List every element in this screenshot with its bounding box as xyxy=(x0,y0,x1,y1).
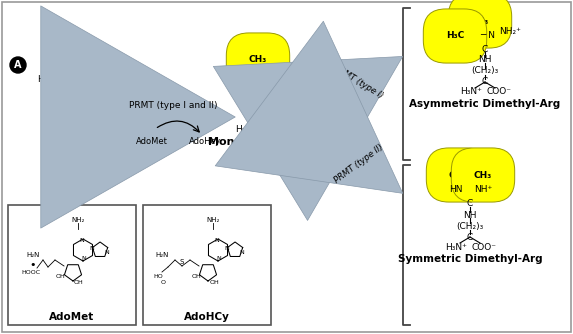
Text: NH: NH xyxy=(61,98,74,107)
Text: CH₃: CH₃ xyxy=(249,55,267,64)
Text: (CH₂)₃: (CH₂)₃ xyxy=(246,105,274,114)
Text: OH: OH xyxy=(56,275,66,280)
Text: OH: OH xyxy=(74,280,84,285)
Text: S: S xyxy=(180,259,184,265)
Text: H₃N⁺: H₃N⁺ xyxy=(235,126,257,135)
Text: C: C xyxy=(467,232,473,241)
Text: C: C xyxy=(482,77,488,87)
Text: C: C xyxy=(65,120,71,129)
Text: NH: NH xyxy=(478,55,492,64)
Text: AdoMet: AdoMet xyxy=(136,137,168,146)
Text: COO⁻: COO⁻ xyxy=(472,242,496,252)
Text: NH: NH xyxy=(463,210,477,219)
Text: H₃N⁺: H₃N⁺ xyxy=(445,242,467,252)
Text: CH₃: CH₃ xyxy=(449,170,467,179)
Text: OH: OH xyxy=(209,280,219,285)
Text: COO⁻: COO⁻ xyxy=(261,126,286,135)
Bar xyxy=(8,205,136,325)
Text: HN: HN xyxy=(241,68,255,77)
Text: OH: OH xyxy=(191,275,201,280)
Text: CH₃: CH₃ xyxy=(474,170,492,179)
Text: •: • xyxy=(30,260,36,270)
Text: Monomethyl-Arg: Monomethyl-Arg xyxy=(208,137,312,147)
Text: C: C xyxy=(257,82,263,92)
Text: Symmetric Dimethyl-Arg: Symmetric Dimethyl-Arg xyxy=(398,254,542,264)
Circle shape xyxy=(10,57,26,73)
Bar xyxy=(143,205,271,325)
Text: Asymmetric Dimethyl-Arg: Asymmetric Dimethyl-Arg xyxy=(409,99,560,109)
Text: AdoHcy: AdoHcy xyxy=(189,137,221,146)
Text: C: C xyxy=(257,116,263,125)
Text: AdoMet: AdoMet xyxy=(49,312,95,322)
Text: (CH₂)₃: (CH₂)₃ xyxy=(456,221,484,230)
Text: ─ N: ─ N xyxy=(480,31,495,40)
Text: CH₃: CH₃ xyxy=(471,16,489,25)
Text: H₃N⁺: H₃N⁺ xyxy=(460,88,482,97)
Text: PRMT (type II): PRMT (type II) xyxy=(332,142,384,185)
Text: N: N xyxy=(105,249,109,255)
Text: C: C xyxy=(467,199,473,208)
Text: NH₂⁺: NH₂⁺ xyxy=(82,74,104,84)
Text: N: N xyxy=(225,245,229,250)
Text: NH₂⁺: NH₂⁺ xyxy=(499,27,521,36)
Text: H₂N: H₂N xyxy=(37,75,54,85)
Text: H₃N⁺: H₃N⁺ xyxy=(43,130,65,139)
Text: C: C xyxy=(65,87,71,96)
Text: Arg: Arg xyxy=(57,141,79,151)
Text: H₂N: H₂N xyxy=(26,252,40,258)
Text: C: C xyxy=(482,44,488,53)
Text: HO: HO xyxy=(153,275,163,280)
Text: N: N xyxy=(80,238,84,243)
Text: (CH₂)₃: (CH₂)₃ xyxy=(472,66,499,75)
Text: PRMT (type I): PRMT (type I) xyxy=(332,63,385,100)
Text: PRMT (type I and II): PRMT (type I and II) xyxy=(129,102,217,111)
Text: O: O xyxy=(160,281,166,286)
Text: NH₂: NH₂ xyxy=(71,217,85,223)
Text: HOOC: HOOC xyxy=(21,270,41,275)
Text: H₂N: H₂N xyxy=(155,252,168,258)
Text: NH₂: NH₂ xyxy=(206,217,219,223)
Text: N: N xyxy=(240,249,245,255)
Text: COO⁻: COO⁻ xyxy=(69,130,95,139)
Text: A: A xyxy=(14,60,22,70)
Text: N: N xyxy=(81,257,87,262)
Text: H₃C: H₃C xyxy=(446,31,464,40)
Text: HN: HN xyxy=(449,185,463,194)
Text: NH⁺: NH⁺ xyxy=(474,185,492,194)
Text: COO⁻: COO⁻ xyxy=(486,88,512,97)
Text: NH: NH xyxy=(253,94,267,103)
Text: AdoHCy: AdoHCy xyxy=(184,312,230,322)
Text: NH₂⁺: NH₂⁺ xyxy=(261,67,283,76)
Text: N: N xyxy=(217,257,221,262)
Text: (CH₂)₃: (CH₂)₃ xyxy=(54,109,81,118)
Text: N: N xyxy=(215,238,219,243)
Text: N: N xyxy=(89,245,95,250)
